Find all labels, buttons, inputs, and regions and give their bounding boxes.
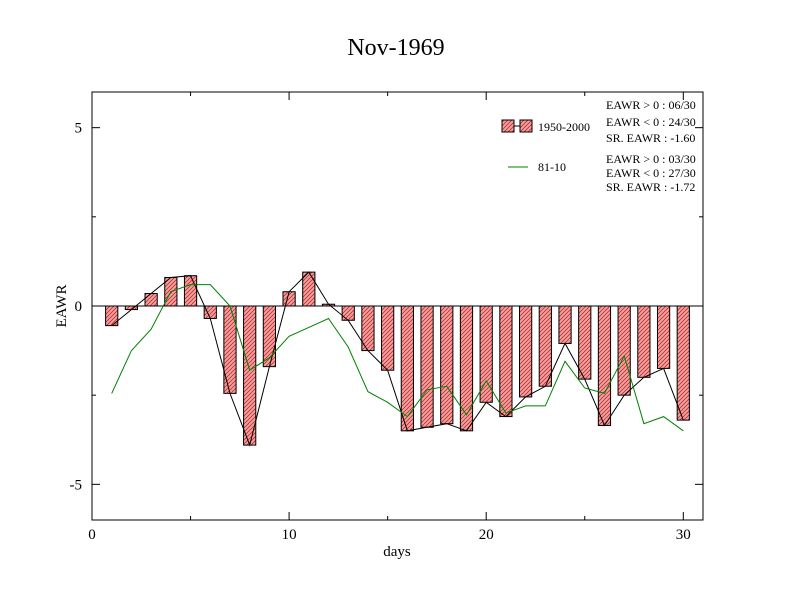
bar-day-30	[676, 305, 690, 421]
bar-day-27	[617, 305, 631, 396]
y-axis-label: EAWR	[54, 285, 70, 328]
legend-label-81-10: 81-10	[538, 160, 566, 174]
y-tick-label: 5	[75, 121, 83, 137]
legend-label-1950-2000: 1950-2000	[538, 120, 590, 134]
legend-swatch-bar	[519, 119, 533, 133]
stat-1950-positive: EAWR > 0 : 06/30	[606, 98, 696, 112]
x-tick-label: 30	[676, 527, 691, 543]
bar-day-26	[597, 305, 612, 426]
line-series	[111, 271, 684, 447]
chart-title: Nov-1969	[347, 35, 444, 61]
bar-day-19	[459, 305, 474, 432]
bar-day-3	[144, 293, 158, 307]
bar-day-28	[637, 305, 651, 378]
x-axis-label: days	[383, 544, 411, 560]
stat-8110-positive: EAWR > 0 : 03/30	[606, 152, 696, 166]
bar-day-11	[302, 271, 316, 307]
x-tick-label: 10	[282, 527, 297, 543]
x-axis: 0 10 20 30	[88, 92, 691, 543]
bar-day-17	[420, 305, 434, 428]
bar-day-15	[381, 305, 395, 371]
x-tick-label: 20	[479, 527, 494, 543]
bar-day-22	[519, 305, 533, 398]
bar-day-25	[578, 305, 592, 380]
bar-day-16	[400, 305, 414, 432]
bar-day-29	[656, 305, 671, 369]
y-tick-label: -5	[70, 477, 83, 493]
stat-8110-sr: SR. EAWR : -1.72	[606, 180, 695, 194]
bar-day-8	[243, 305, 257, 446]
bar-day-18	[440, 305, 454, 425]
x-tick-label: 0	[88, 527, 96, 543]
stats-annotations: EAWR > 0 : 06/30 EAWR < 0 : 24/30 SR. EA…	[606, 98, 696, 194]
stat-1950-sr: SR. EAWR : -1.60	[606, 131, 695, 145]
legend: 1950-2000 81-10	[501, 119, 590, 174]
line-series-81-10	[111, 284, 684, 432]
y-tick-label: 0	[75, 299, 83, 315]
bar-day-24	[558, 305, 572, 344]
stat-1950-negative: EAWR < 0 : 24/30	[606, 115, 696, 129]
bar-day-13	[341, 305, 355, 321]
bar-series-1950-2000	[105, 271, 690, 446]
stat-8110-negative: EAWR < 0 : 27/30	[606, 166, 696, 180]
bar-day-1	[105, 305, 119, 327]
bar-day-23	[538, 305, 552, 387]
line-series-1950-2000	[111, 271, 684, 447]
bar-day-5	[183, 275, 198, 307]
legend-swatch-bar	[501, 119, 515, 133]
bar-day-21	[499, 305, 513, 418]
bar-day-10	[282, 291, 296, 307]
bar-day-6	[203, 305, 217, 319]
